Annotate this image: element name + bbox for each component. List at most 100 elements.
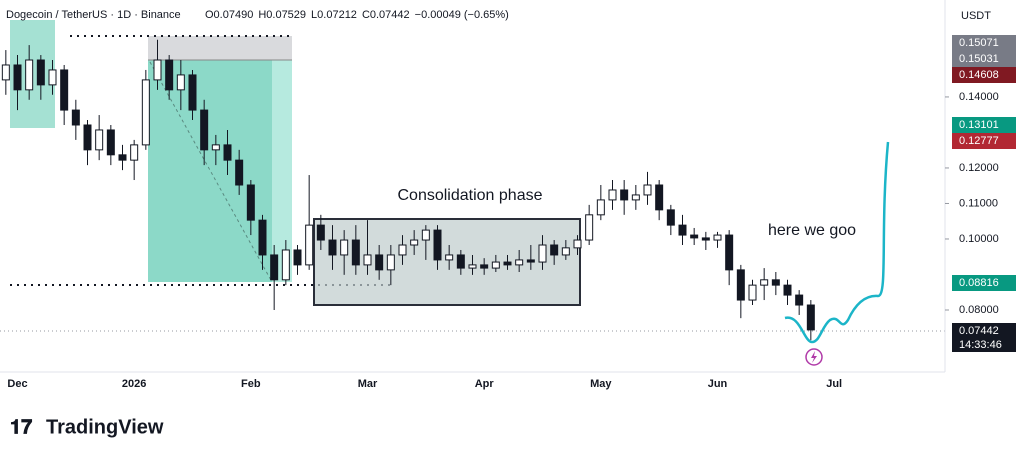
candle-body [503,261,512,266]
ohlc-value: O0.07490 [205,9,253,21]
y-tick-label: 0.14000 [959,91,999,103]
candle-body [643,184,652,196]
candle-body [445,254,454,261]
candle-body [305,224,314,266]
price-tag [952,67,1016,83]
candle-body [363,254,372,266]
x-tick-label: 2026 [122,378,146,390]
candle-body [736,269,745,301]
candle-body [783,284,792,296]
projection-curve [784,141,890,344]
candle-body [211,144,220,151]
x-tick-label: Jul [826,378,842,390]
candle-body [795,294,804,306]
ohlc-value: L0.07212 [311,9,357,21]
candle-body [748,284,757,301]
candle-body [165,59,174,91]
x-tick-label: Apr [475,378,495,390]
candle-body [421,229,430,241]
price-tag [952,323,1016,339]
candle-body [760,279,769,286]
y-tick-label: 0.11000 [959,197,998,209]
chart-title: Dogecoin / TetherUS · 1D · Binance [6,9,181,21]
candle-body [771,279,780,286]
x-tick-label: Feb [241,378,261,390]
candle-body [620,189,629,201]
price-tag-label: 0.07442 [959,325,999,337]
ohlc-value: −0.00049 (−0.65%) [415,9,509,21]
brand-logo: 𝟏𝟕 [10,416,32,438]
candle-body [188,74,197,111]
candle-body [690,234,699,239]
candle-body [725,234,734,271]
green-zone-light [272,60,292,282]
price-tag [952,275,1016,291]
candle-body [48,69,57,86]
countdown-bg [952,337,1016,352]
price-tag [952,133,1016,149]
candle-body [316,224,325,241]
candle-body [480,264,489,269]
candle-body [678,224,687,236]
candle-body [561,247,570,256]
gray-zone [148,36,292,60]
candle-body [200,109,209,151]
candle-body [386,254,395,271]
candle-body [36,59,45,86]
candle-body [13,64,22,91]
event-icon-bolt [811,351,817,363]
candle-body [631,194,640,201]
green-zone [148,60,292,282]
candle-body [223,144,232,161]
candle-body [538,244,547,263]
y-tick-label: 0.12000 [959,162,999,174]
candle-body [526,259,535,263]
candle-body [340,239,349,256]
candle-body [456,254,465,269]
price-tag-label: 0.12777 [959,135,999,147]
candle-body [351,239,360,266]
brand: TradingView [46,416,164,438]
price-tag-label: 0.13101 [959,119,999,131]
price-tag-label: 0.08816 [959,277,999,289]
candle-body [270,254,279,281]
price-tag [952,35,1016,51]
candle-body [328,239,337,256]
annotation: here we goo [768,222,856,239]
price-tag-label: 0.15071 [959,37,999,49]
price-tag-label: 0.15031 [959,53,999,65]
candle-body [246,184,255,221]
annotation: Consolidation phase [398,187,543,204]
price-tag [952,117,1016,133]
candle-body [130,144,139,161]
candle-body [153,59,162,81]
candle-body [608,189,617,201]
candle-body [281,249,290,281]
y-tick-label: 0.10000 [959,233,999,245]
candle-body [375,254,384,271]
candle-body [806,304,815,331]
candle-body [141,79,150,146]
candle-body [468,264,477,269]
candle-body [410,239,419,246]
candle-body [106,129,115,156]
candle-body [1,64,10,81]
ohlc-value: H0.07529 [258,9,306,21]
price-tag [952,51,1016,67]
price-tag-label: 0.14608 [959,69,999,81]
candle-body [515,259,524,266]
candle-body [666,209,675,226]
candle-body [60,69,69,111]
candle-body [573,239,582,249]
y-tick-label: 0.08000 [959,304,999,316]
candle-body [398,244,407,256]
candles [1,39,815,341]
ohlc-values: O0.07490 H0.07529 L0.07212 C0.07442 −0.00049… [205,9,509,21]
candle-body [293,249,302,266]
candle-body [655,184,664,211]
currency: USDT [961,10,991,22]
candle-body [235,159,244,186]
candle-body [701,237,710,241]
candle-body [585,214,594,241]
